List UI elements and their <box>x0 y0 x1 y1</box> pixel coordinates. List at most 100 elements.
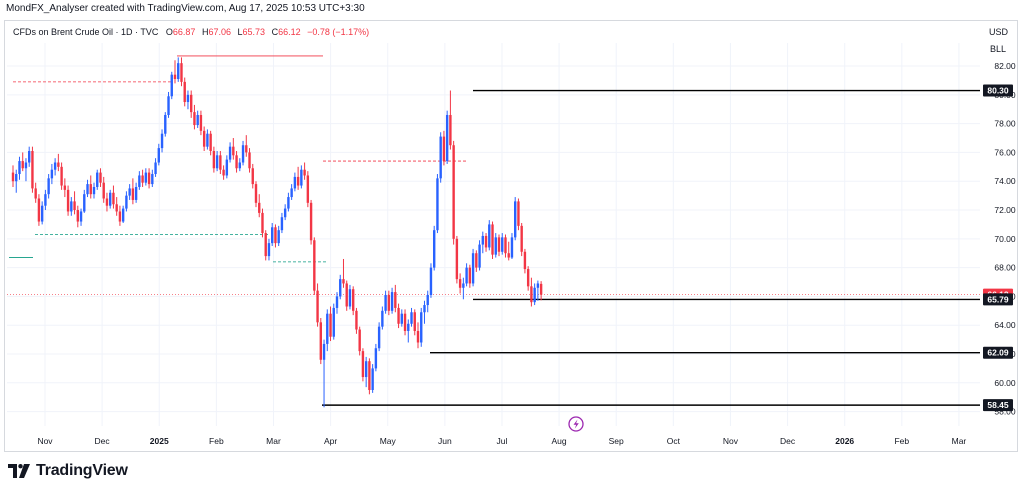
candle-body <box>209 133 212 151</box>
candle-body <box>57 162 60 167</box>
candle-body <box>442 136 446 162</box>
candle-body <box>390 292 394 311</box>
candle-body <box>238 162 241 169</box>
footer-brand[interactable]: TradingView <box>8 462 128 480</box>
candle-body <box>339 279 342 297</box>
candle-body <box>319 322 322 360</box>
candle-body <box>471 253 475 284</box>
unit-label[interactable]: BLL <box>990 44 1006 54</box>
candle-body <box>241 145 245 163</box>
chart-frame[interactable]: 82.0080.0078.0076.0074.0072.0070.0068.00… <box>4 20 1018 452</box>
candle-body <box>358 329 361 352</box>
y-tick-label: 82.00 <box>994 61 1016 71</box>
level-price-label: 58.45 <box>987 400 1009 410</box>
price-chart[interactable]: 82.0080.0078.0076.0074.0072.0070.0068.00… <box>5 21 1017 451</box>
close-value: 66.12 <box>278 27 301 37</box>
candle-body <box>494 237 497 255</box>
candle-body <box>468 267 472 284</box>
candle-body <box>536 283 540 288</box>
candle-body <box>303 169 306 176</box>
candle-body <box>118 211 122 222</box>
candle-body <box>258 202 261 213</box>
candle-body <box>539 283 543 295</box>
currency-label[interactable]: USD <box>989 27 1009 37</box>
candle-body <box>86 184 89 195</box>
candle-body <box>475 253 478 268</box>
candle-body <box>523 251 527 270</box>
candle-body <box>31 150 34 189</box>
candle-body <box>387 294 391 311</box>
tradingview-brand-text: TradingView <box>36 462 128 479</box>
candle-body <box>287 197 290 209</box>
candle-body <box>384 294 387 311</box>
y-tick-label: 74.00 <box>994 176 1016 186</box>
candle-body <box>144 172 148 183</box>
candle-body <box>526 269 530 287</box>
y-tick-label: 70.00 <box>994 234 1016 244</box>
candle-body <box>381 310 384 327</box>
candle-body <box>283 208 287 218</box>
candle-body <box>245 145 248 153</box>
candle-body <box>173 74 177 79</box>
y-tick-label: 64.00 <box>994 320 1016 330</box>
candle-body <box>400 313 403 324</box>
candle-body <box>342 279 345 284</box>
x-tick-label: Feb <box>894 436 909 446</box>
levels-layer <box>7 55 980 406</box>
candle-body <box>530 286 533 303</box>
lightning-icon[interactable] <box>568 416 584 432</box>
axis-layer: 82.0080.0078.0076.0074.0072.0070.0068.00… <box>37 61 1015 446</box>
level-price-label: 80.30 <box>987 86 1009 96</box>
candle-body <box>60 166 63 186</box>
candle-body <box>488 224 491 248</box>
level-price-label: 65.79 <box>987 294 1009 304</box>
level-price-label-bg <box>983 346 1013 359</box>
candle-body <box>296 176 300 186</box>
y-tick-label: 72.00 <box>994 205 1016 215</box>
x-tick-label: Sep <box>609 436 624 446</box>
candle-body <box>151 174 154 185</box>
candle-body <box>28 150 31 163</box>
candle-body <box>125 195 128 209</box>
candle-body <box>267 243 271 257</box>
symbol-title[interactable]: CFDs on Brent Crude Oil · 1D · TVC <box>13 27 159 37</box>
candle-body <box>368 361 371 391</box>
x-tick-label: Dec <box>780 436 796 446</box>
legend-layer: CFDs on Brent Crude Oil · 1D · TVC O66.8… <box>13 27 369 37</box>
candle-body <box>520 225 523 252</box>
x-tick-label: Mar <box>266 436 281 446</box>
candle-body <box>53 162 57 170</box>
candle-body <box>277 230 280 244</box>
candle-body <box>170 74 173 97</box>
high-value: 67.06 <box>208 27 231 37</box>
candle-body <box>517 201 520 226</box>
candle-body <box>322 343 326 360</box>
level-price-label-bg <box>983 293 1013 306</box>
x-tick-label: Apr <box>324 436 337 446</box>
level-price-label-bg <box>983 399 1013 412</box>
candle-body <box>377 326 381 349</box>
candle-body <box>449 114 452 146</box>
candle-body <box>47 178 50 195</box>
candle-body <box>403 313 407 331</box>
candle-body <box>24 162 28 169</box>
close-label: C <box>272 27 279 37</box>
candle-body <box>248 152 251 169</box>
candle-body <box>232 146 235 156</box>
candle-body <box>190 94 193 113</box>
x-tick-label: Nov <box>37 436 53 446</box>
level-price-label: 62.09 <box>987 348 1009 358</box>
candle-body <box>497 237 501 252</box>
x-tick-label: Dec <box>95 436 111 446</box>
candle-body <box>413 312 416 331</box>
candle-body <box>109 192 112 206</box>
candle-body <box>89 184 92 195</box>
candle-body <box>202 130 206 147</box>
candle-body <box>121 208 125 222</box>
candle-body <box>112 192 115 205</box>
candle-body <box>183 81 186 103</box>
candle-body <box>66 189 70 212</box>
y-tick-label: 60.00 <box>994 378 1016 388</box>
candle-body <box>21 161 24 169</box>
